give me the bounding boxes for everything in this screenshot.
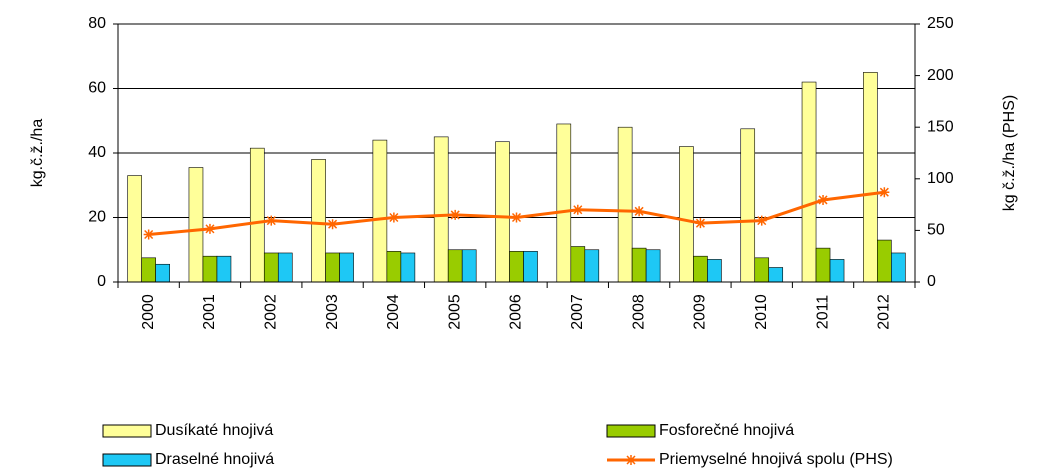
marker <box>143 229 154 240</box>
y2-tick-label: 0 <box>927 273 936 290</box>
bar <box>617 126 633 283</box>
bar <box>263 252 279 283</box>
y2-tick-label: 100 <box>927 170 954 187</box>
bar <box>693 255 708 283</box>
legend-label: Dusíkaté hnojivá <box>155 422 273 439</box>
bar <box>707 259 722 283</box>
marker <box>450 209 461 220</box>
bar <box>829 259 845 283</box>
y-tick-label: 40 <box>88 144 106 161</box>
y2-tick-label: 150 <box>927 118 954 135</box>
bar <box>386 251 402 283</box>
x-tick-label: 2003 <box>324 294 341 330</box>
y-tick-label: 0 <box>97 273 106 290</box>
y2-axis-title: kg č.ž./ha (PHS) <box>1001 95 1018 211</box>
bar <box>325 252 340 283</box>
y-tick-label: 80 <box>88 15 106 32</box>
x-tick-label: 2005 <box>446 294 463 330</box>
bar <box>202 255 218 283</box>
x-tick-label: 2006 <box>508 294 525 330</box>
x-tick-label: 2010 <box>753 294 770 330</box>
bar <box>877 239 892 283</box>
x-tick-label: 2007 <box>569 294 586 330</box>
x-tick-label: 2009 <box>692 294 709 330</box>
bar <box>188 167 204 283</box>
marker <box>756 215 767 226</box>
x-tick-label: 2004 <box>385 294 402 330</box>
marker <box>634 206 645 217</box>
legend-swatch <box>102 424 152 438</box>
bar <box>127 175 142 283</box>
marker <box>695 218 706 229</box>
y-axis-title: kg.č.ž./ha <box>29 119 46 188</box>
bar <box>249 147 265 283</box>
bar <box>372 139 388 283</box>
y-tick-label: 60 <box>88 80 106 97</box>
bar <box>155 263 170 283</box>
legend-swatch <box>606 424 656 438</box>
x-tick-label: 2001 <box>201 294 218 330</box>
marker <box>879 187 890 198</box>
bar <box>311 159 326 283</box>
bar <box>495 141 510 283</box>
legend-marker <box>626 455 636 465</box>
bar <box>891 252 906 283</box>
bar <box>645 249 661 283</box>
marker <box>204 223 215 234</box>
y2-tick-label: 50 <box>927 222 945 239</box>
bar <box>509 251 524 283</box>
bar <box>679 146 694 283</box>
x-tick-label: 2008 <box>630 294 647 330</box>
bar <box>447 249 463 283</box>
marker <box>511 212 522 223</box>
x-tick-label: 2002 <box>262 294 279 330</box>
bar <box>141 257 156 283</box>
bar <box>863 72 878 283</box>
bar <box>584 249 600 283</box>
bar <box>754 257 770 283</box>
bar <box>815 247 831 283</box>
marker <box>818 194 829 205</box>
marker <box>266 215 277 226</box>
x-tick-label: 2011 <box>814 295 831 330</box>
bar <box>768 267 784 283</box>
bar <box>339 252 354 283</box>
x-tick-label: 2012 <box>876 294 893 330</box>
y2-tick-label: 250 <box>927 15 954 32</box>
marker <box>572 204 583 215</box>
bar <box>740 128 756 283</box>
bar <box>433 136 449 283</box>
legend-label: Priemyselné hnojivá spolu (PHS) <box>659 451 893 468</box>
legend-swatch <box>102 453 152 467</box>
legend-label: Draselné hnojivá <box>155 451 274 468</box>
bar <box>461 249 477 283</box>
marker <box>388 212 399 223</box>
y2-tick-label: 200 <box>927 67 954 84</box>
marker <box>327 219 338 230</box>
y-tick-label: 20 <box>88 209 106 226</box>
bar <box>400 252 416 283</box>
bar <box>631 247 647 283</box>
x-tick-label: 2000 <box>140 294 157 330</box>
bar <box>523 251 538 283</box>
bar <box>801 81 817 283</box>
bar <box>570 246 586 283</box>
bar <box>216 255 232 283</box>
bar <box>556 123 572 283</box>
legend-label: Fosforečné hnojivá <box>659 422 794 439</box>
bar <box>277 252 293 283</box>
